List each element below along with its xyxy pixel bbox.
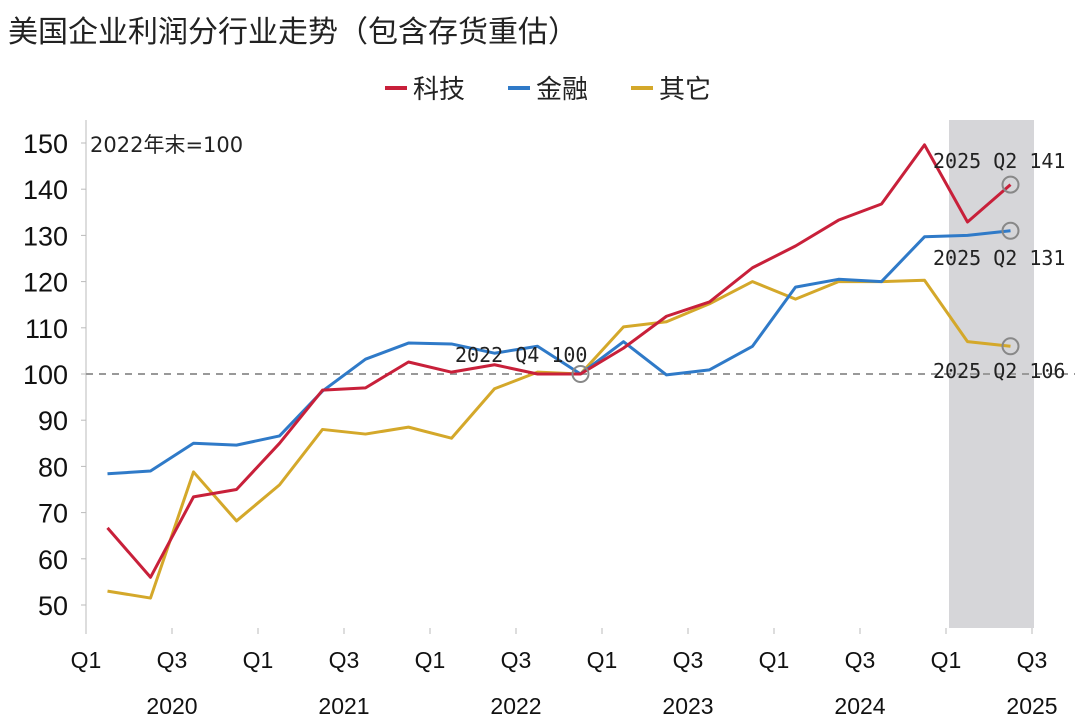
annotation-marker [1001, 175, 1020, 194]
y-tick-label: 80 [38, 452, 68, 482]
x-tick-quarter-label: Q3 [673, 647, 704, 673]
annotation-marker [1001, 221, 1020, 240]
x-tick-quarter-label: Q1 [71, 647, 102, 673]
y-tick-label: 130 [23, 221, 68, 251]
x-tick-year-label: 2021 [318, 693, 369, 719]
series-line-1 [107, 229, 1011, 476]
legend-label: 金融 [536, 75, 588, 105]
x-tick-quarter-label: Q1 [415, 647, 446, 673]
x-tick-quarter-label: Q3 [501, 647, 532, 673]
y-tick-label: 110 [25, 314, 68, 344]
x-tick-year-label: 2025 [1006, 693, 1057, 719]
y-tick-label: 60 [38, 545, 68, 575]
annotation-marker [571, 365, 590, 383]
y-tick-label: 100 [23, 360, 68, 390]
x-tick-year-label: 2023 [662, 693, 713, 719]
y-tick-label: 140 [23, 175, 68, 205]
base-note: 2022年末=100 [90, 133, 243, 157]
x-tick-quarter-label: Q1 [587, 647, 618, 673]
x-tick-quarter-label: Q3 [845, 647, 876, 673]
y-tick-label: 120 [23, 268, 68, 298]
annotation-label: 2022 Q4 100 [455, 343, 587, 367]
x-tick-quarter-label: Q1 [759, 647, 790, 673]
legend-label: 其它 [659, 75, 711, 105]
legend-label: 科技 [413, 75, 465, 105]
x-tick-quarter-label: Q3 [329, 647, 360, 673]
y-tick-label: 90 [38, 406, 68, 436]
y-tick-label: 70 [38, 499, 68, 529]
series-line-2 [107, 278, 1011, 600]
annotation-label: 2025 Q2 106 [933, 359, 1065, 383]
x-tick-quarter-label: Q3 [1017, 647, 1048, 673]
annotation-label: 2025 Q2 131 [933, 246, 1065, 270]
annotation-marker [1001, 337, 1020, 356]
x-tick-year-label: 2020 [146, 693, 197, 719]
annotation-label: 2025 Q2 141 [933, 149, 1065, 173]
chart-title: 美国企业利润分行业走势（包含存货重估） [8, 15, 578, 50]
y-tick-label: 50 [38, 591, 68, 621]
x-tick-year-label: 2022 [490, 693, 541, 719]
x-tick-quarter-label: Q1 [931, 647, 962, 673]
series-line-0 [106, 143, 1012, 579]
legend: 科技 金融 其它 [385, 75, 711, 105]
x-tick-quarter-label: Q1 [243, 647, 274, 673]
x-tick-quarter-label: Q3 [157, 647, 188, 673]
x-tick-year-label: 2024 [834, 693, 885, 719]
y-tick-label: 150 [23, 129, 68, 159]
